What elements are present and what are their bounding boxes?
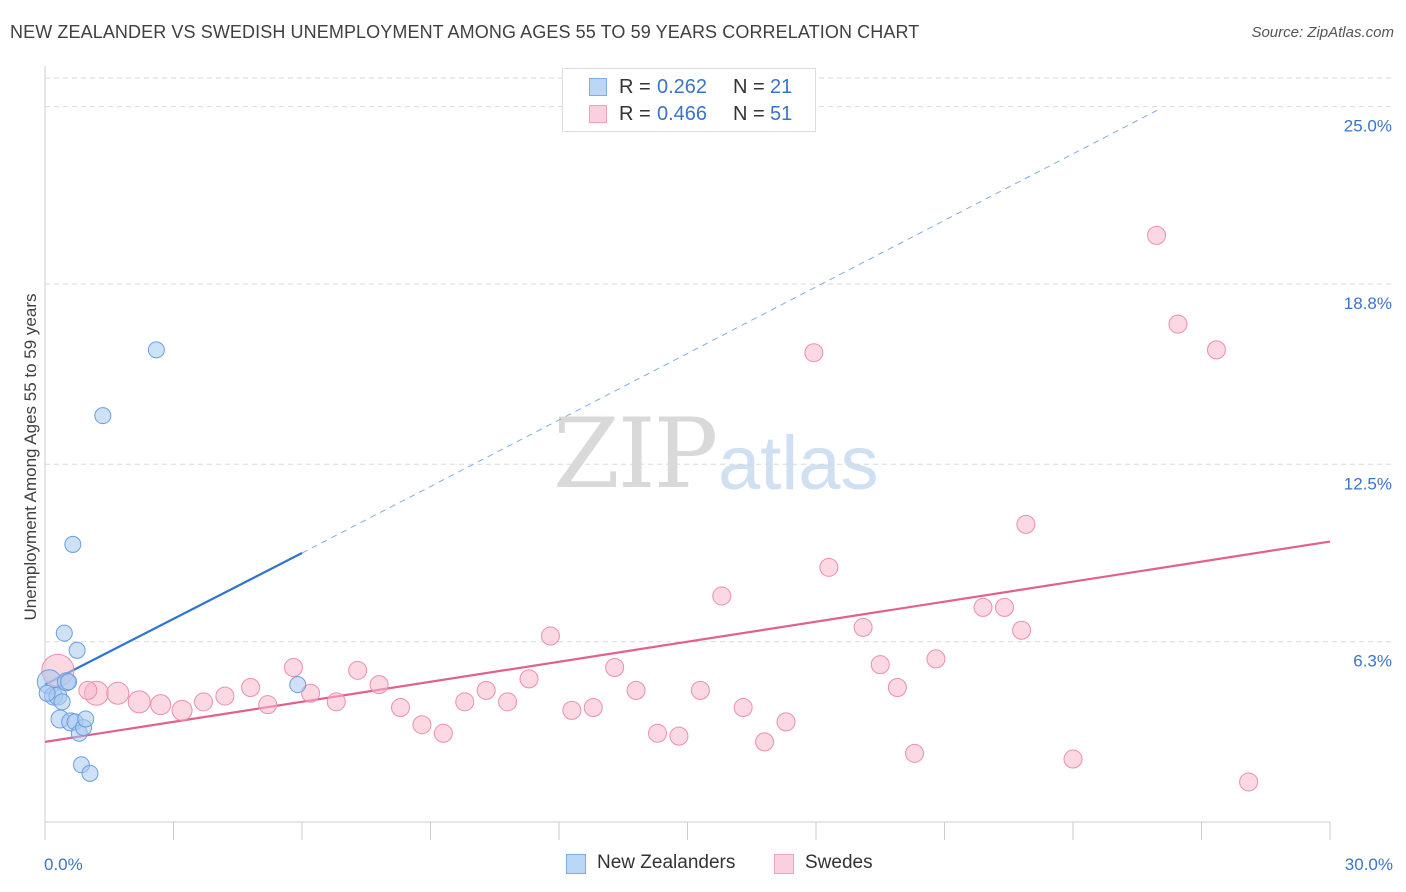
- data-point-swedes: [1012, 620, 1032, 640]
- data-point-swedes: [1016, 514, 1036, 534]
- bottom-legend-swatch-blue: [566, 854, 586, 874]
- data-point-swedes: [150, 694, 172, 716]
- data-point-swedes: [391, 698, 411, 718]
- x-tick-label: 0.0%: [44, 855, 83, 874]
- legend-r-label: R =: [619, 102, 651, 125]
- data-point-swedes: [776, 712, 796, 732]
- data-point-new-zealanders: [38, 684, 56, 702]
- data-point-swedes: [369, 675, 389, 695]
- data-point-swedes: [1147, 225, 1167, 245]
- x-tick-label: 30.0%: [1345, 855, 1393, 874]
- y-axis-label: Unemployment Among Ages 55 to 59 years: [21, 294, 40, 621]
- data-point-new-zealanders: [68, 641, 86, 659]
- data-point-new-zealanders: [64, 535, 82, 553]
- data-point-swedes: [412, 715, 432, 735]
- data-point-swedes: [973, 597, 993, 617]
- data-point-swedes: [1168, 314, 1188, 334]
- data-point-swedes: [476, 680, 496, 700]
- data-point-swedes: [283, 657, 303, 677]
- tick-labels: 6.3% 12.5% 18.8% 25.0% 0.0% 30.0%: [44, 117, 1393, 874]
- legend: R = 0.262 N = 21 R = 0.466 N = 51: [562, 68, 816, 132]
- data-point-swedes: [326, 692, 346, 712]
- legend-n-label: N =: [733, 102, 765, 125]
- data-point-new-zealanders: [94, 407, 112, 425]
- data-point-swedes: [433, 723, 453, 743]
- chart-title: NEW ZEALANDER VS SWEDISH UNEMPLOYMENT AM…: [10, 22, 920, 42]
- data-point-new-zealanders: [289, 676, 307, 694]
- data-point-swedes: [106, 681, 130, 705]
- legend-n-label: N =: [733, 75, 765, 98]
- data-point-swedes: [583, 698, 603, 718]
- data-point-swedes: [712, 586, 732, 606]
- data-point-swedes: [241, 678, 261, 698]
- legend-swatch-pink: [589, 105, 607, 123]
- data-point-swedes: [127, 690, 151, 714]
- legend-r-label: R =: [619, 75, 651, 98]
- data-point-swedes: [853, 617, 873, 637]
- data-point-swedes: [690, 680, 710, 700]
- data-point-swedes: [562, 700, 582, 720]
- y-tick-label: 12.5%: [1344, 474, 1392, 493]
- bottom-legend-label: New Zealanders: [597, 852, 736, 873]
- data-point-new-zealanders: [147, 341, 165, 359]
- data-point-swedes: [301, 683, 321, 703]
- bottom-legend-swatch-pink: [774, 854, 794, 874]
- data-point-new-zealanders: [60, 673, 78, 691]
- data-point-swedes: [498, 692, 518, 712]
- data-point-swedes: [193, 692, 213, 712]
- data-point-swedes: [994, 597, 1014, 617]
- data-point-swedes: [348, 660, 368, 680]
- data-point-swedes: [669, 726, 689, 746]
- trend-lines: [44, 109, 1331, 743]
- data-points: [36, 225, 1259, 792]
- axes: [44, 66, 1331, 840]
- bottom-legend-label: Swedes: [805, 852, 873, 873]
- data-point-swedes: [171, 699, 193, 721]
- data-point-swedes: [215, 686, 235, 706]
- data-point-swedes: [870, 655, 890, 675]
- data-point-new-zealanders: [77, 710, 95, 728]
- y-tick-label: 18.8%: [1344, 294, 1392, 313]
- data-point-new-zealanders: [55, 624, 73, 642]
- data-point-swedes: [455, 692, 475, 712]
- data-point-swedes: [1206, 340, 1226, 360]
- data-point-swedes: [626, 680, 646, 700]
- legend-swatch-blue: [589, 78, 607, 96]
- data-point-swedes: [648, 723, 668, 743]
- data-point-swedes: [755, 732, 775, 752]
- data-point-swedes: [258, 695, 278, 715]
- y-tick-label: 6.3%: [1353, 652, 1392, 671]
- data-point-swedes: [819, 557, 839, 577]
- data-point-swedes: [605, 657, 625, 677]
- source-credit: Source: ZipAtlas.com: [1251, 24, 1394, 41]
- data-point-swedes: [887, 678, 907, 698]
- data-point-new-zealanders: [81, 764, 99, 782]
- legend-r-value: 0.262: [657, 75, 708, 98]
- data-point-swedes: [78, 680, 98, 700]
- trend-line-new-zealanders-dashed: [301, 109, 1159, 554]
- data-point-new-zealanders: [53, 693, 71, 711]
- legend-n-value: 51: [770, 102, 793, 125]
- legend-r-value: 0.466: [657, 102, 708, 125]
- y-tick-label: 25.0%: [1344, 117, 1392, 136]
- data-point-swedes: [905, 743, 925, 763]
- data-point-swedes: [1063, 749, 1083, 769]
- data-point-swedes: [1239, 772, 1259, 792]
- data-point-swedes: [804, 343, 824, 363]
- trend-line-new-zealanders: [44, 552, 303, 686]
- watermark-zip: ZIP: [553, 398, 718, 510]
- legend-n-value: 21: [770, 75, 793, 98]
- data-point-swedes: [733, 698, 753, 718]
- data-point-swedes: [540, 626, 560, 646]
- gridlines: [45, 77, 1395, 643]
- watermark-atlas: atlas: [718, 421, 879, 506]
- data-point-swedes: [926, 649, 946, 669]
- data-point-swedes: [519, 669, 539, 689]
